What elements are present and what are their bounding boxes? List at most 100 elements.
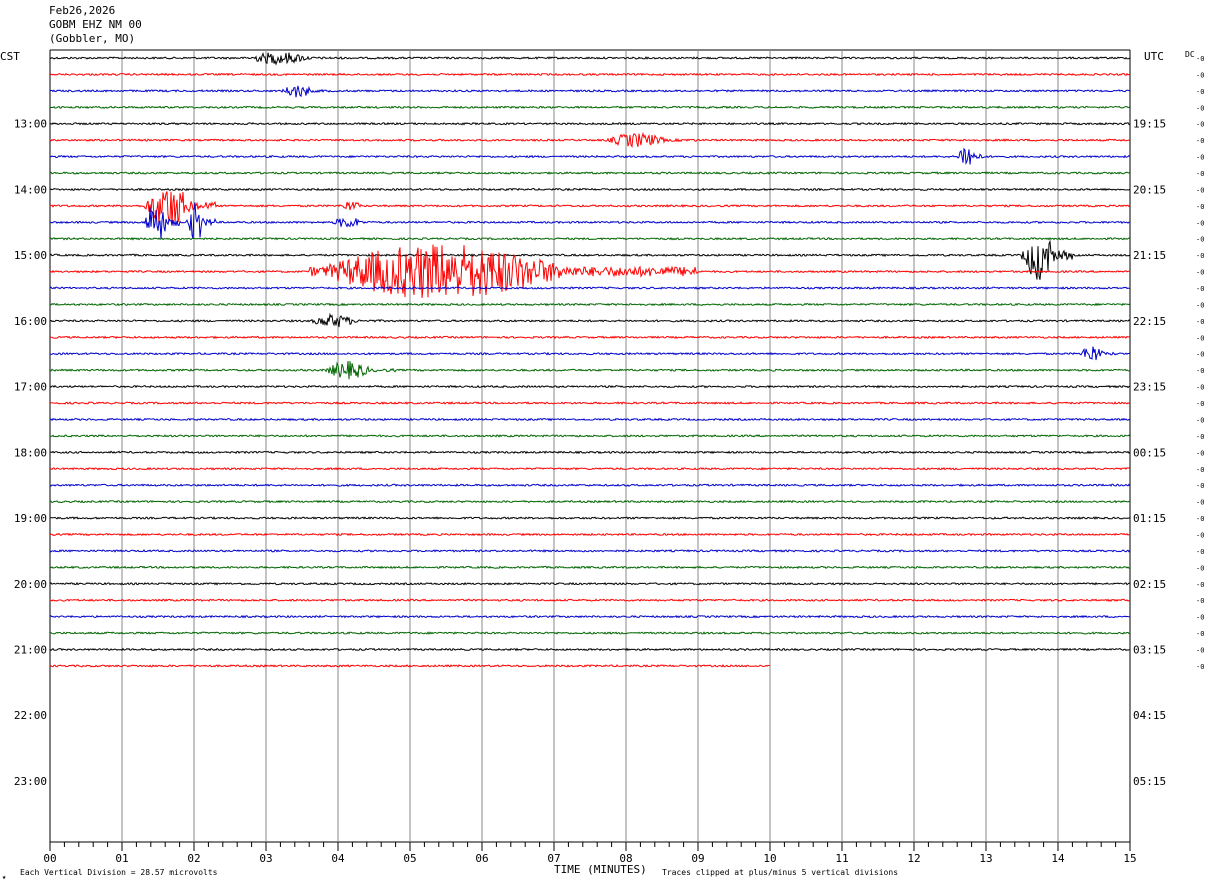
dc-offset-label: -0 [1196,121,1204,129]
seismic-trace [49,565,1131,570]
dc-offset-label: -0 [1196,269,1204,277]
seismic-trace [49,121,1131,126]
clip-note: Traces clipped at plus/minus 5 vertical … [662,868,899,877]
x-tick-label: 12 [907,852,920,865]
dc-offset-label: -0 [1196,564,1204,572]
x-tick-label: 04 [331,852,345,865]
x-tick-label: 09 [691,852,704,865]
dc-offset-label: -0 [1196,531,1204,539]
dc-offset-label: -0 [1196,334,1204,342]
seismic-trace [49,581,1131,586]
seismic-trace [49,72,1131,77]
dc-offset-label: -0 [1196,285,1204,293]
dc-offset-label: -0 [1196,252,1204,260]
dc-offset-label: -0 [1196,630,1204,638]
seismic-trace [49,244,1131,298]
dc-offset-label: -0 [1196,186,1204,194]
dc-offset-label: -0 [1196,466,1204,474]
seismic-trace [49,417,1131,422]
dc-offset-label: -0 [1196,88,1204,96]
right-hour-label: 01:15 [1133,512,1166,525]
dc-offset-label: -0 [1196,71,1204,79]
seismic-trace [49,147,1131,166]
left-hour-label: 21:00 [14,643,47,656]
dc-offset-label: -0 [1196,137,1204,145]
seismic-trace [49,302,1131,307]
dc-offset-label: -0 [1196,384,1204,392]
x-tick-label: 08 [619,852,632,865]
right-hour-label: 04:15 [1133,709,1166,722]
seismic-trace [49,335,1131,340]
seismic-trace [49,131,1131,148]
dc-offset-label: -0 [1196,449,1204,457]
right-hour-label: 20:15 [1133,183,1166,196]
seismic-trace [49,286,1131,290]
seismic-trace [49,346,1131,361]
dc-offset-label: -0 [1196,515,1204,523]
dc-offset-label: -0 [1196,301,1204,309]
chart-date: Feb26,2026 [49,4,116,17]
seismic-trace [49,434,1131,438]
seismic-trace [49,191,1131,226]
x-tick-label: 01 [115,852,128,865]
right-hour-label: 21:15 [1133,249,1166,262]
seismic-trace [49,614,1131,619]
left-hour-label: 19:00 [14,512,47,525]
dc-offset-label: -0 [1196,433,1204,441]
seismic-trace [49,171,1131,175]
dc-offset-label: -0 [1196,236,1204,244]
dc-offset-label: -0 [1196,219,1204,227]
seismic-trace [49,532,1131,537]
left-hour-label: 23:00 [14,775,47,788]
x-tick-label: 03 [259,852,272,865]
seismic-trace [49,312,1131,328]
seismic-trace [49,52,1131,66]
seismic-trace [49,85,1131,98]
right-hour-label: 19:15 [1133,118,1166,131]
dc-offset-label: -0 [1196,614,1204,622]
dc-offset-label: -0 [1196,351,1204,359]
dc-offset-label: -0 [1196,318,1204,326]
x-axis-title: TIME (MINUTES) [554,863,647,876]
x-tick-label: 05 [403,852,416,865]
dc-offset-label: -0 [1196,367,1204,375]
x-tick-label: 06 [475,852,488,865]
seismic-trace [49,664,771,668]
left-hour-label: 14:00 [14,183,47,196]
seismic-trace [50,202,1131,240]
right-hour-label: 03:15 [1133,643,1166,656]
seismic-trace [49,598,1131,602]
dc-offset-label: -0 [1196,597,1204,605]
right-hour-label: 00:15 [1133,446,1166,459]
x-tick-label: 11 [835,852,848,865]
left-hour-label: 22:00 [14,709,47,722]
dc-offset-label: -0 [1196,416,1204,424]
dc-offset-label: -0 [1196,663,1204,671]
dc-offset-label: -0 [1196,482,1204,490]
dc-offset-label: -0 [1196,154,1204,162]
station-code: GOBM EHZ NM 00 [49,18,142,31]
right-hour-label: 22:15 [1133,315,1166,328]
station-location: (Gobbler, MO) [49,32,136,45]
left-hour-label: 17:00 [14,381,47,394]
right-hour-label: 05:15 [1133,775,1166,788]
seismic-trace [49,548,1131,553]
right-hour-label: 02:15 [1133,578,1166,591]
left-timezone-label: CST [0,50,20,63]
left-hour-label: 15:00 [14,249,47,262]
dc-offset-label: -0 [1196,104,1204,112]
left-hour-label: 20:00 [14,578,47,591]
x-tick-label: 15 [1123,852,1136,865]
x-tick-label: 10 [763,852,776,865]
left-hour-label: 13:00 [14,118,47,131]
seismic-trace [49,499,1131,504]
dc-offset-header: DC [1185,50,1195,59]
left-hour-label: 16:00 [14,315,47,328]
seismic-trace [49,466,1131,471]
seismic-trace [49,401,1131,405]
seismic-trace [49,360,1131,380]
x-tick-label: 13 [979,852,992,865]
right-timezone-label: UTC [1144,50,1164,63]
